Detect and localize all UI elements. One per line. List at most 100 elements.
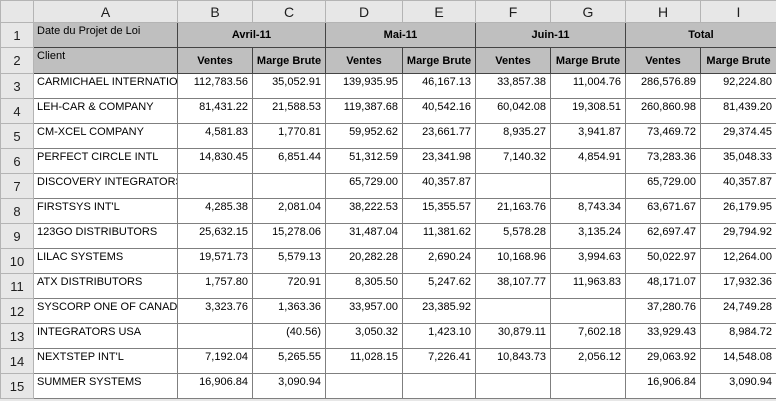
- value-cell[interactable]: 1,363.36: [252, 298, 326, 324]
- column-header-a[interactable]: A: [33, 0, 178, 23]
- value-cell[interactable]: 38,107.77: [475, 273, 551, 299]
- value-cell[interactable]: 5,579.13: [252, 248, 326, 274]
- row-number[interactable]: 15: [0, 373, 34, 399]
- value-cell[interactable]: [550, 373, 626, 399]
- month-header-juin[interactable]: Juin-11: [475, 22, 626, 48]
- value-cell[interactable]: 29,794.92: [700, 223, 776, 249]
- value-cell[interactable]: 63,671.67: [625, 198, 701, 224]
- value-cell[interactable]: 62,697.47: [625, 223, 701, 249]
- value-cell[interactable]: 16,906.84: [177, 373, 253, 399]
- value-cell[interactable]: 92,224.80: [700, 73, 776, 99]
- value-cell[interactable]: [550, 173, 626, 199]
- row-number[interactable]: 7: [0, 173, 34, 199]
- value-cell[interactable]: 720.91: [252, 273, 326, 299]
- value-cell[interactable]: 29,374.45: [700, 123, 776, 149]
- value-cell[interactable]: 48,171.07: [625, 273, 701, 299]
- value-cell[interactable]: 5,247.62: [402, 273, 476, 299]
- value-cell[interactable]: 23,385.92: [402, 298, 476, 324]
- row-number[interactable]: 14: [0, 348, 34, 374]
- value-cell[interactable]: 20,282.28: [325, 248, 403, 274]
- row-number[interactable]: 4: [0, 98, 34, 124]
- value-cell[interactable]: [252, 173, 326, 199]
- value-cell[interactable]: 19,571.73: [177, 248, 253, 274]
- value-cell[interactable]: 8,305.50: [325, 273, 403, 299]
- value-cell[interactable]: 73,283.36: [625, 148, 701, 174]
- value-cell[interactable]: [475, 173, 551, 199]
- value-cell[interactable]: 33,929.43: [625, 323, 701, 349]
- value-cell[interactable]: 10,168.96: [475, 248, 551, 274]
- value-cell[interactable]: 119,387.68: [325, 98, 403, 124]
- column-header-f[interactable]: F: [475, 0, 551, 23]
- value-cell[interactable]: 2,056.12: [550, 348, 626, 374]
- row-number[interactable]: 9: [0, 223, 34, 249]
- column-header-h[interactable]: H: [625, 0, 701, 23]
- client-cell[interactable]: CM-XCEL COMPANY: [33, 123, 178, 149]
- value-cell[interactable]: 3,090.94: [252, 373, 326, 399]
- client-cell[interactable]: SUMMER SYSTEMS: [33, 373, 178, 399]
- value-cell[interactable]: 21,588.53: [252, 98, 326, 124]
- value-cell[interactable]: 1,423.10: [402, 323, 476, 349]
- value-cell[interactable]: 15,278.06: [252, 223, 326, 249]
- value-cell[interactable]: 139,935.95: [325, 73, 403, 99]
- value-cell[interactable]: 6,851.44: [252, 148, 326, 174]
- subheader-marge-avril[interactable]: Marge Brute: [252, 47, 326, 74]
- subheader-ventes-total[interactable]: Ventes: [625, 47, 701, 74]
- value-cell[interactable]: 35,048.33: [700, 148, 776, 174]
- value-cell[interactable]: 40,357.87: [402, 173, 476, 199]
- subheader-marge-total[interactable]: Marge Brute: [700, 47, 776, 74]
- row-number[interactable]: 10: [0, 248, 34, 274]
- cell-a1-date-du-projet[interactable]: Date du Projet de Loi: [33, 22, 178, 48]
- column-header-i[interactable]: I: [700, 0, 776, 23]
- value-cell[interactable]: 35,052.91: [252, 73, 326, 99]
- value-cell[interactable]: 38,222.53: [325, 198, 403, 224]
- value-cell[interactable]: 16,906.84: [625, 373, 701, 399]
- cell-a2-client[interactable]: Client: [33, 47, 178, 74]
- value-cell[interactable]: 3,323.76: [177, 298, 253, 324]
- column-header-e[interactable]: E: [402, 0, 476, 23]
- month-header-mai[interactable]: Mai-11: [325, 22, 476, 48]
- value-cell[interactable]: 2,690.24: [402, 248, 476, 274]
- subheader-ventes-avril[interactable]: Ventes: [177, 47, 253, 74]
- value-cell[interactable]: 19,308.51: [550, 98, 626, 124]
- row-number[interactable]: 8: [0, 198, 34, 224]
- value-cell[interactable]: 7,140.32: [475, 148, 551, 174]
- client-cell[interactable]: FIRSTSYS INT'L: [33, 198, 178, 224]
- value-cell[interactable]: 65,729.00: [325, 173, 403, 199]
- value-cell[interactable]: 3,050.32: [325, 323, 403, 349]
- value-cell[interactable]: [177, 323, 253, 349]
- value-cell[interactable]: 4,285.38: [177, 198, 253, 224]
- value-cell[interactable]: 4,581.83: [177, 123, 253, 149]
- value-cell[interactable]: 50,022.97: [625, 248, 701, 274]
- client-cell[interactable]: NEXTSTEP INT'L: [33, 348, 178, 374]
- value-cell[interactable]: 26,179.95: [700, 198, 776, 224]
- value-cell[interactable]: 14,548.08: [700, 348, 776, 374]
- value-cell[interactable]: 8,935.27: [475, 123, 551, 149]
- value-cell[interactable]: 33,857.38: [475, 73, 551, 99]
- value-cell[interactable]: (40.56): [252, 323, 326, 349]
- month-header-avril[interactable]: Avril-11: [177, 22, 326, 48]
- value-cell[interactable]: 5,578.28: [475, 223, 551, 249]
- value-cell[interactable]: 17,932.36: [700, 273, 776, 299]
- value-cell[interactable]: 30,879.11: [475, 323, 551, 349]
- value-cell[interactable]: 2,081.04: [252, 198, 326, 224]
- column-header-b[interactable]: B: [177, 0, 253, 23]
- client-cell[interactable]: 123GO DISTRIBUTORS: [33, 223, 178, 249]
- value-cell[interactable]: [177, 173, 253, 199]
- column-header-c[interactable]: C: [252, 0, 326, 23]
- value-cell[interactable]: 11,381.62: [402, 223, 476, 249]
- value-cell[interactable]: [550, 298, 626, 324]
- value-cell[interactable]: 73,469.72: [625, 123, 701, 149]
- value-cell[interactable]: 46,167.13: [402, 73, 476, 99]
- value-cell[interactable]: 3,994.63: [550, 248, 626, 274]
- column-header-g[interactable]: G: [550, 0, 626, 23]
- value-cell[interactable]: 8,743.34: [550, 198, 626, 224]
- subheader-marge-juin[interactable]: Marge Brute: [550, 47, 626, 74]
- subheader-marge-mai[interactable]: Marge Brute: [402, 47, 476, 74]
- row-number[interactable]: 12: [0, 298, 34, 324]
- value-cell[interactable]: 1,757.80: [177, 273, 253, 299]
- client-cell[interactable]: PERFECT CIRCLE INTL: [33, 148, 178, 174]
- value-cell[interactable]: 11,004.76: [550, 73, 626, 99]
- value-cell[interactable]: 23,661.77: [402, 123, 476, 149]
- value-cell[interactable]: 37,280.76: [625, 298, 701, 324]
- subheader-ventes-mai[interactable]: Ventes: [325, 47, 403, 74]
